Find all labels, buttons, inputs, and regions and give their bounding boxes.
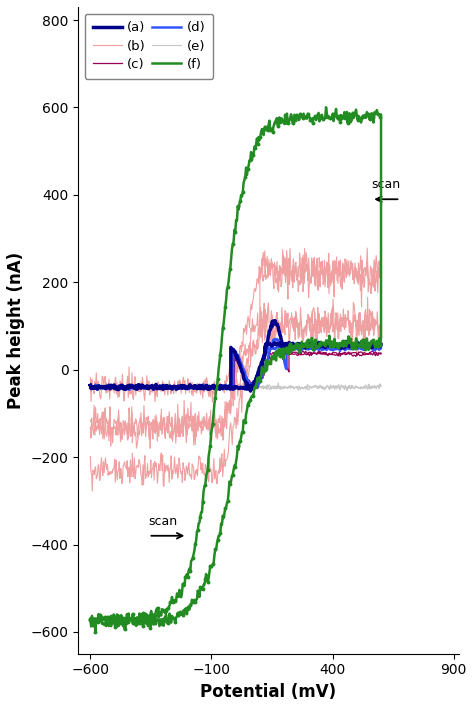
X-axis label: Potential (mV): Potential (mV) <box>201 683 337 701</box>
Y-axis label: Peak height (nA): Peak height (nA) <box>7 252 25 409</box>
Text: scan: scan <box>148 515 178 528</box>
Text: scan: scan <box>371 178 401 191</box>
Legend: (a), (b), (c), (d), (e), (f): (a), (b), (c), (d), (e), (f) <box>85 13 213 79</box>
